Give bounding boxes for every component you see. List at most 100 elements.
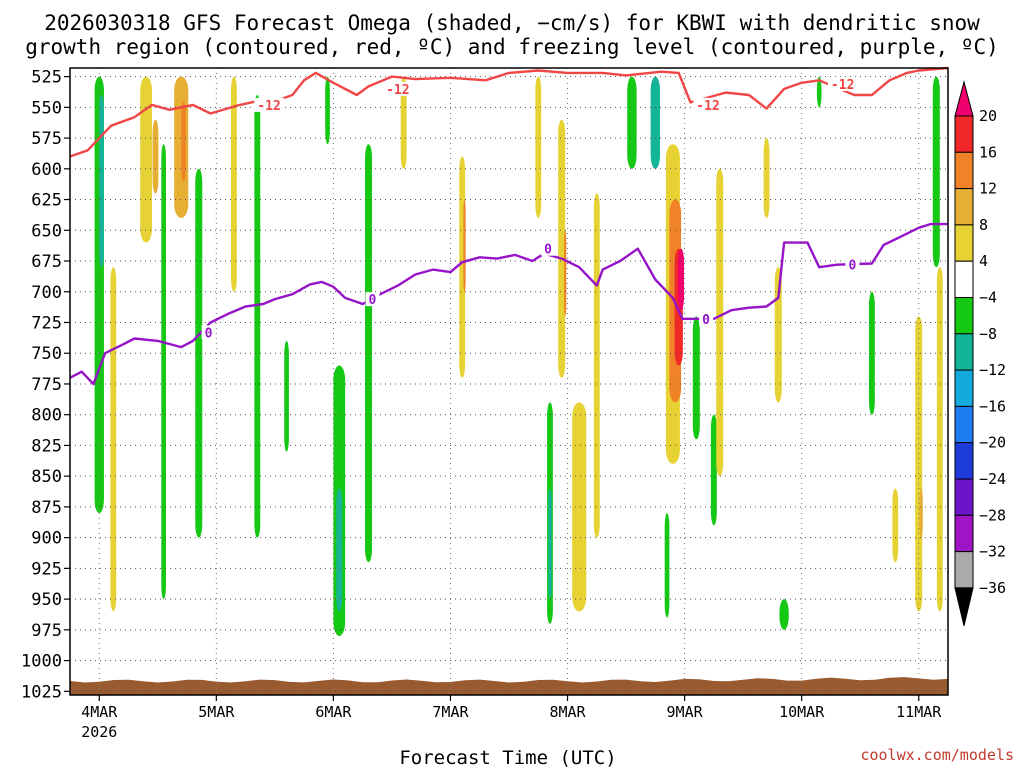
freezing-contour-label-4: 0 [848, 259, 856, 274]
credit-text: coolwx.com/models [860, 746, 1014, 764]
colorbar-label-4: 4 [979, 252, 988, 270]
colorbar-label-12: −32 [979, 543, 1006, 561]
omega-shade-22 [558, 119, 566, 378]
y-tick-label-900: 900 [31, 529, 62, 549]
freezing-contour-label-bg-1 [365, 292, 380, 307]
colorbar-label-3: 8 [979, 216, 988, 234]
ground-layer [70, 677, 948, 695]
omega-shade-34 [710, 414, 717, 526]
colorbar-swatch-13 [954, 551, 974, 589]
y-tick-label-600: 600 [31, 160, 62, 180]
colorbar-swatch-1 [954, 115, 974, 153]
y-tick-label-825: 825 [31, 436, 62, 456]
x-tick-label-8MAR: 8MAR [549, 703, 586, 721]
x-axis-title: Forecast Time (UTC) [399, 747, 616, 768]
chart-title-line2: growth region (contoured, red, ºC) and f… [25, 35, 999, 59]
omega-shade-12 [325, 76, 330, 145]
x-tick-label-11MAR: 11MAR [896, 703, 942, 721]
plot-frame [69, 67, 949, 696]
chart-title-line1: 2026030318 GFS Forecast Omega (shaded, −… [44, 11, 980, 35]
colorbar-swatch-4 [954, 224, 974, 262]
colorbar-swatch-7 [954, 333, 974, 371]
omega-shade-6 [181, 101, 186, 182]
contour-layer: -12 -12 -12 -12 0 0 0 0 0 [69, 66, 949, 386]
freezing-contour-line [69, 222, 948, 386]
colorbar-label-2: 12 [979, 180, 997, 198]
x-axis: 4MAR 5MAR 6MAR 7MAR 8MAR 9MAR 10MAR 11MAR [81, 695, 942, 721]
dendritic-contour-label-bg-3 [827, 76, 858, 91]
freezing-contour-label-3: 0 [702, 313, 710, 328]
colorbar-swatch-12 [954, 514, 974, 553]
y-tick-label-875: 875 [31, 498, 62, 518]
y-tick-label-950: 950 [31, 590, 62, 610]
omega-shade-45 [936, 267, 943, 612]
y-tick-label-800: 800 [31, 406, 62, 426]
omega-shade-32 [664, 513, 670, 618]
y-tick-label-650: 650 [31, 221, 62, 241]
freezing-contour-label-bg-3 [699, 311, 714, 326]
freezing-contour-label-bg-4 [845, 257, 860, 272]
omega-shade-14 [336, 488, 343, 612]
colorbar-label-9: −20 [979, 434, 1006, 452]
colorbar-label-11: −28 [979, 506, 1006, 524]
dendritic-contour-label-0: -12 [257, 99, 280, 114]
y-tick-label-1000: 1000 [21, 652, 62, 672]
colorbar-swatch-6 [954, 297, 974, 335]
y-axis: 525 550 575 600 625 650 675 700 725 750 775 800 825 8… [21, 68, 70, 702]
omega-shade-23 [564, 230, 567, 317]
omega-shade-3 [140, 76, 152, 243]
omega-shade-39 [816, 76, 822, 108]
dendritic-contour-label-bg-1 [383, 81, 414, 96]
colorbar-swatch-2 [954, 151, 974, 190]
colorbar-bottom-arrow [954, 587, 974, 627]
y-tick-label-550: 550 [31, 98, 62, 118]
omega-shade-33 [692, 316, 700, 440]
colorbar-swatch-3 [954, 188, 974, 226]
y-tick-label-975: 975 [31, 621, 62, 641]
omega-shade-8 [195, 168, 203, 538]
colorbar-swatch-9 [954, 405, 974, 444]
colorbar-swatch-11 [954, 478, 974, 516]
omega-shade-18 [463, 199, 466, 292]
colorbar-label-1: 16 [979, 143, 997, 161]
freezing-contour-label-bg-2 [541, 241, 556, 256]
omega-shade-7 [161, 144, 166, 600]
x-tick-label-5MAR: 5MAR [198, 703, 235, 721]
colorbar-swatch-10 [954, 442, 974, 480]
omega-shade-4 [152, 119, 159, 194]
dendritic-contour-label-3: -12 [831, 78, 854, 93]
dendritic-contour-line [69, 66, 949, 158]
dendritic-contour-label-bg-2 [693, 97, 724, 112]
y-tick-label-575: 575 [31, 129, 62, 149]
colorbar-swatch-8 [954, 369, 974, 407]
y-tick-label-925: 925 [31, 559, 62, 579]
x-axis-year: 2026 [81, 723, 117, 741]
omega-shade-38 [779, 599, 789, 630]
omega-shade-24 [572, 402, 587, 612]
dendritic-contour-label-bg-0 [254, 97, 285, 112]
omega-shade-1 [99, 95, 104, 268]
omega-shade-10 [254, 95, 261, 538]
dendritic-contour-label-2: -12 [696, 99, 719, 114]
x-tick-label-10MAR: 10MAR [779, 703, 825, 721]
omega-shade-27 [650, 76, 661, 169]
freezing-contour-label-1: 0 [369, 293, 377, 308]
omega-shade-31 [678, 248, 685, 311]
omega-shade-43 [919, 488, 923, 538]
omega-shade-37 [774, 267, 782, 403]
colorbar-label-13: −36 [979, 579, 1006, 597]
freezing-contour-label-0: 0 [205, 326, 213, 341]
omega-shade-2 [110, 267, 117, 612]
freezing-contour-label-2: 0 [544, 243, 552, 258]
omega-shade-41 [892, 488, 899, 563]
omega-shade-36 [763, 138, 770, 218]
y-tick-label-700: 700 [31, 283, 62, 303]
ground-terrain [70, 677, 948, 695]
dendritic-contour-label-1: -12 [386, 83, 409, 98]
x-tick-label-6MAR: 6MAR [315, 703, 352, 721]
omega-shade-16 [400, 76, 407, 169]
omega-shade-21 [548, 488, 552, 600]
colorbar-label-0: 20 [979, 107, 997, 125]
y-tick-label-1025: 1025 [21, 682, 62, 702]
y-tick-label-525: 525 [31, 68, 62, 88]
